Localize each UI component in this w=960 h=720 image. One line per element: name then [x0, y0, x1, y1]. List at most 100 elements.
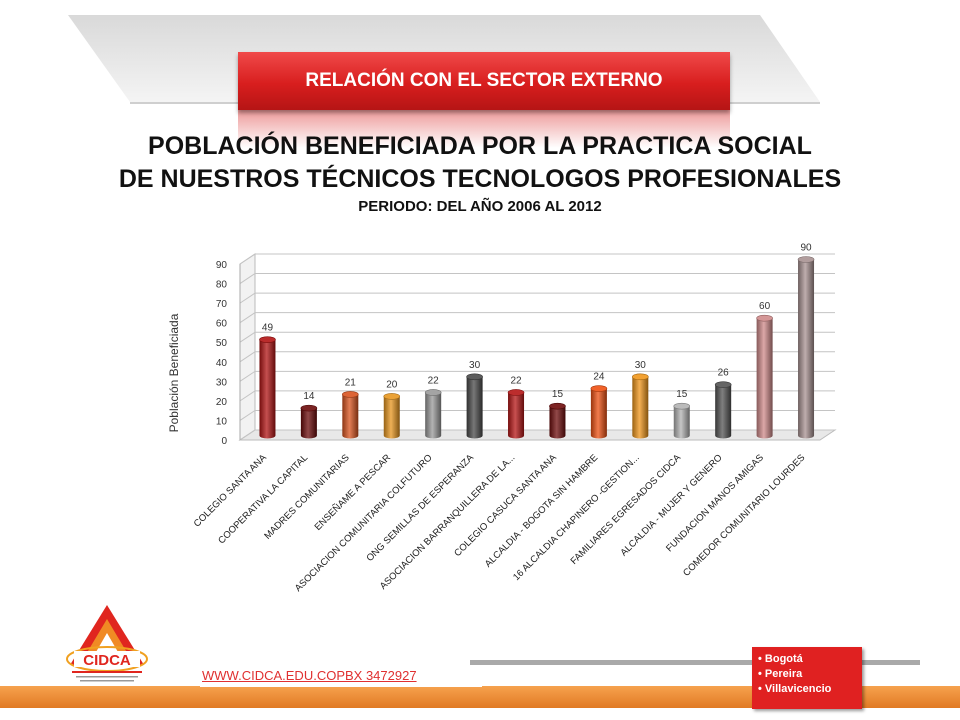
y-axis-label: Población Beneficiada — [167, 313, 181, 432]
chart-bars — [259, 256, 815, 439]
bar — [466, 373, 483, 439]
bar — [756, 314, 773, 439]
bar-top — [714, 381, 732, 388]
cidca-logo: CIDCA — [66, 605, 148, 682]
bar-top — [300, 404, 318, 412]
bar — [300, 404, 318, 439]
bar-body — [673, 406, 690, 439]
bar — [383, 393, 401, 439]
bar-body — [798, 259, 815, 439]
chart-subtitle: PERIODO: DEL AÑO 2006 AL 2012 — [358, 198, 602, 215]
bar — [507, 389, 525, 439]
bar-body — [549, 406, 566, 439]
data-label: 14 — [303, 391, 315, 402]
bar-top — [632, 373, 649, 381]
bar-top — [466, 373, 483, 381]
y-tick-label: 60 — [216, 319, 228, 330]
data-label: 30 — [635, 360, 647, 371]
y-tick-labels: 0 10 20 30 40 50 60 70 80 90 — [216, 260, 228, 447]
gridline — [239, 331, 835, 343]
bar — [342, 391, 359, 439]
data-label: 20 — [386, 379, 398, 390]
city-item: Pereira — [758, 667, 862, 682]
y-tick-label: 50 — [216, 338, 228, 349]
bar-top — [590, 385, 608, 392]
bar-body — [632, 376, 649, 439]
bar — [673, 402, 691, 439]
data-label: 15 — [676, 389, 688, 400]
bar-body — [259, 339, 276, 439]
bar-body — [508, 392, 525, 439]
y-tick-label: 10 — [216, 416, 228, 427]
category-label: ENSEÑAME A PESCAR — [313, 452, 394, 533]
bar-top — [383, 393, 401, 400]
data-label: 49 — [262, 323, 274, 334]
bar-top — [756, 314, 773, 322]
city-list-box: Bogotá Pereira Villavicencio — [752, 647, 862, 709]
bar-body — [425, 392, 442, 439]
y-tick-label: 80 — [216, 280, 228, 291]
data-label: 21 — [345, 377, 357, 388]
gridline — [239, 390, 835, 402]
chart-grid — [238, 253, 837, 441]
y-tick-label: 30 — [216, 377, 228, 388]
gridline — [239, 351, 835, 363]
bar-top — [507, 389, 525, 396]
bar-body — [715, 384, 732, 439]
gridline — [239, 370, 835, 382]
bar — [590, 385, 608, 439]
section-tab-reflection — [238, 110, 730, 148]
y-tick-label: 40 — [216, 358, 228, 369]
bar — [259, 336, 276, 439]
chart-title-line2: DE NUESTROS TÉCNICOS TECNOLOGOS PROFESIO… — [118, 165, 842, 193]
data-label: 26 — [718, 368, 730, 379]
section-title: RELACIÓN CON EL SECTOR EXTERNO — [305, 70, 663, 91]
bar — [632, 373, 649, 439]
data-label: 15 — [552, 389, 564, 400]
bar-body — [466, 376, 483, 439]
footer-divider — [470, 660, 920, 665]
data-label: 22 — [428, 375, 440, 386]
bar — [797, 256, 815, 439]
bar-top — [797, 256, 815, 263]
gridline — [239, 292, 835, 304]
y-tick-label: 0 — [221, 436, 227, 447]
bar-top — [549, 402, 566, 410]
bar-top — [259, 336, 276, 343]
gridline — [239, 253, 835, 265]
gridline — [239, 312, 835, 324]
data-labels: 49 14 21 20 22 30 22 15 24 30 15 26 60 90 — [262, 243, 812, 403]
gridline — [239, 273, 835, 284]
bar-body — [383, 396, 400, 439]
bar-body — [342, 394, 359, 439]
bar-chart: 0 10 20 30 40 50 60 70 80 90 49 14 21 20 22 30 22 15 24 30… — [167, 243, 837, 594]
data-label: 30 — [469, 360, 481, 371]
bar-body — [590, 388, 607, 439]
bar-top — [673, 402, 691, 410]
gridline — [239, 409, 835, 421]
bar-top — [342, 391, 359, 398]
bar-top — [424, 389, 442, 396]
chart-floor — [238, 429, 837, 441]
data-label: 90 — [800, 243, 812, 254]
bar-body — [300, 408, 317, 439]
city-item: Villavicencio — [758, 682, 862, 697]
svg-text:CIDCA: CIDCA — [83, 652, 131, 669]
city-item: Bogotá — [758, 652, 862, 667]
bar — [714, 381, 732, 439]
bar-body — [756, 318, 773, 439]
category-label: COLEGIO SANTA ANA — [192, 452, 270, 530]
website-link[interactable]: WWW.CIDCA.EDU.COPBX 3472927 — [200, 665, 482, 687]
bar — [549, 402, 566, 439]
y-tick-label: 70 — [216, 299, 228, 310]
y-tick-label: 90 — [216, 260, 228, 271]
data-label: 24 — [593, 372, 605, 383]
category-label: MADRES COMUNITARIAS — [262, 452, 351, 541]
data-label: 60 — [759, 301, 771, 312]
bar — [424, 389, 442, 439]
data-label: 22 — [510, 375, 522, 386]
y-tick-label: 20 — [216, 397, 228, 408]
footer-bar — [0, 686, 960, 708]
section-tab — [238, 52, 730, 110]
